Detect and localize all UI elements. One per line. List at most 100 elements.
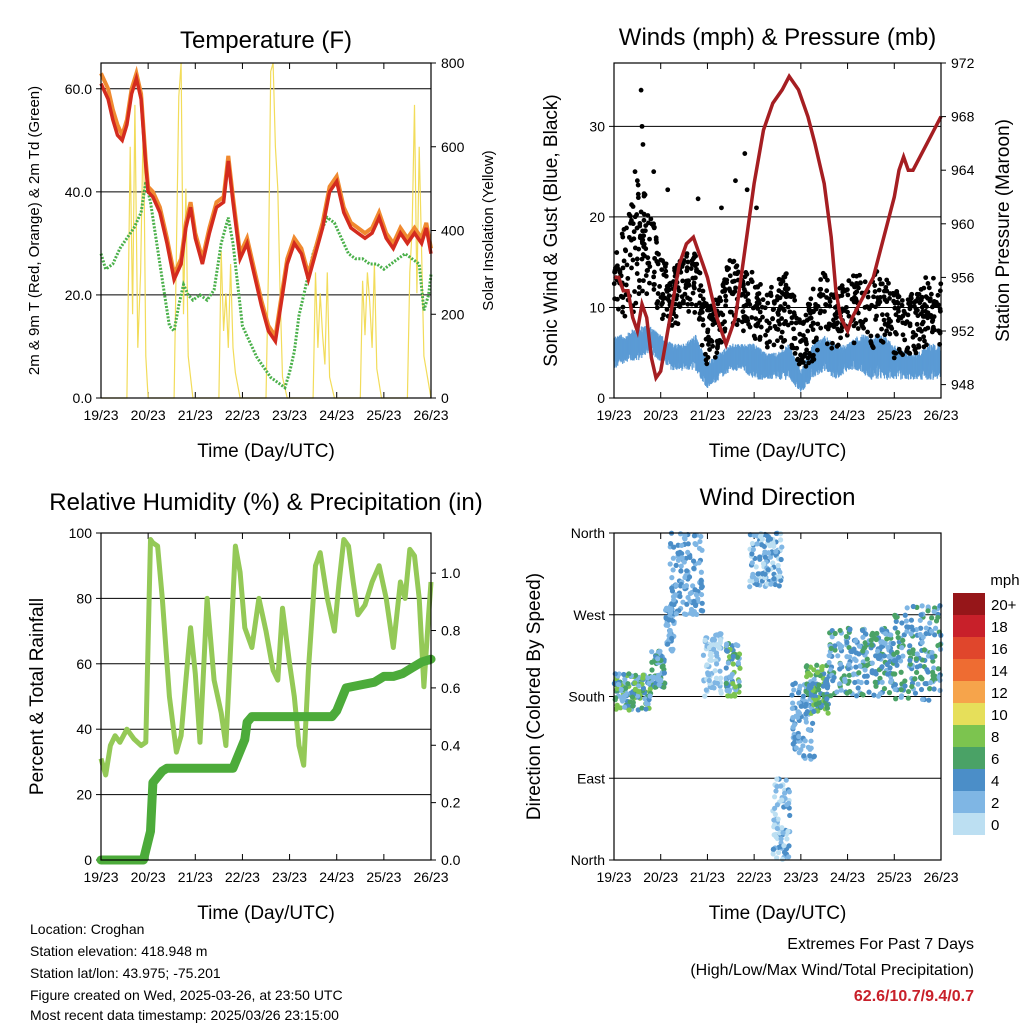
gust-point (741, 303, 747, 309)
direction-point (877, 675, 883, 681)
y-tick-label: West (573, 607, 605, 623)
direction-point (837, 645, 844, 651)
gust-point (667, 281, 673, 287)
direction-point (797, 683, 803, 689)
gust-point (632, 245, 638, 251)
y-right-tick-label: 0.8 (441, 623, 461, 639)
gust-point (757, 317, 763, 323)
gust-point (687, 296, 693, 302)
gust-point (765, 300, 771, 306)
direction-point (902, 612, 908, 618)
gust-point (620, 265, 626, 271)
direction-point (681, 559, 687, 565)
direction-point (774, 855, 780, 861)
gust-point (639, 240, 645, 246)
direction-point (855, 685, 861, 691)
gust-point (899, 302, 905, 308)
direction-point (804, 663, 810, 669)
gust-point (636, 291, 642, 297)
direction-point (907, 661, 913, 667)
direction-point (761, 543, 767, 550)
gust-point (760, 314, 765, 320)
gust-point (620, 234, 626, 240)
direction-point (730, 653, 736, 660)
gust-point (634, 212, 640, 217)
direction-point (814, 662, 820, 668)
direction-point (754, 541, 760, 547)
gust-point (689, 301, 695, 307)
gust-point (824, 341, 830, 347)
gust-point (749, 315, 755, 320)
gust-point (772, 300, 777, 306)
gust-point (803, 312, 809, 318)
gust-point (692, 251, 697, 257)
y-right-tick-label: 0 (441, 390, 449, 406)
gust-point (808, 353, 813, 359)
direction-point (937, 642, 943, 648)
gust-point (616, 306, 621, 312)
gust-point (813, 306, 819, 312)
gust-point (641, 191, 647, 197)
direction-point (791, 722, 798, 728)
direction-point (725, 660, 731, 666)
gust-point (733, 285, 738, 291)
precip-series (96, 654, 436, 865)
gust-point (625, 276, 631, 281)
gust-point (705, 327, 711, 333)
gust-point (635, 182, 641, 188)
gust-point (792, 297, 798, 303)
direction-point (621, 704, 628, 710)
y-axis-title: 2m & 9m T (Red, Orange) & 2m Td (Green) (26, 86, 43, 375)
gust-point (791, 326, 796, 332)
gust-point (714, 350, 720, 356)
direction-point (895, 630, 901, 636)
gust-point (778, 281, 784, 287)
gust-point (824, 288, 830, 294)
legend-swatch (953, 659, 985, 681)
gust-point (784, 290, 790, 296)
gust-point (925, 281, 931, 286)
direction-point (778, 577, 784, 584)
direction-point (931, 686, 937, 692)
gust-point (855, 326, 861, 331)
gust-point (782, 301, 788, 307)
direction-point (724, 687, 730, 694)
gust-point (698, 283, 704, 289)
gust-point (841, 287, 846, 292)
direction-point (825, 710, 831, 716)
direction-point (733, 642, 739, 648)
gust-point (623, 282, 629, 288)
gust-point (717, 337, 723, 343)
gust-point (648, 216, 654, 222)
gust-point (639, 123, 645, 129)
extremes-title: Extremes For Past 7 Days (787, 936, 974, 953)
gust-point (850, 273, 856, 279)
gust-point (792, 312, 797, 318)
gust-point (889, 326, 895, 332)
gust-point (688, 266, 694, 271)
direction-point (929, 654, 935, 660)
gust-point (742, 151, 748, 156)
legend-title: mph (990, 572, 1019, 589)
direction-point (927, 620, 933, 626)
direction-point (902, 678, 908, 684)
gust-point (884, 288, 890, 294)
direction-point (787, 812, 793, 819)
direction-point (888, 632, 894, 638)
direction-point (905, 624, 912, 630)
direction-point (730, 661, 736, 667)
gust-point (882, 332, 888, 338)
legend-swatch (953, 813, 985, 835)
gust-point (757, 337, 763, 342)
gust-point (919, 328, 924, 334)
gust-point (888, 318, 893, 324)
legend-label: 10 (991, 707, 1008, 724)
footer-created: Figure created on Wed, 2025-03-26, at 23… (30, 987, 343, 1003)
gust-point (835, 342, 841, 348)
direction-point (912, 690, 919, 696)
direction-point (644, 675, 651, 681)
gust-point (935, 302, 941, 308)
gust-point (771, 342, 777, 348)
direction-point (808, 692, 814, 698)
direction-point (925, 604, 931, 610)
